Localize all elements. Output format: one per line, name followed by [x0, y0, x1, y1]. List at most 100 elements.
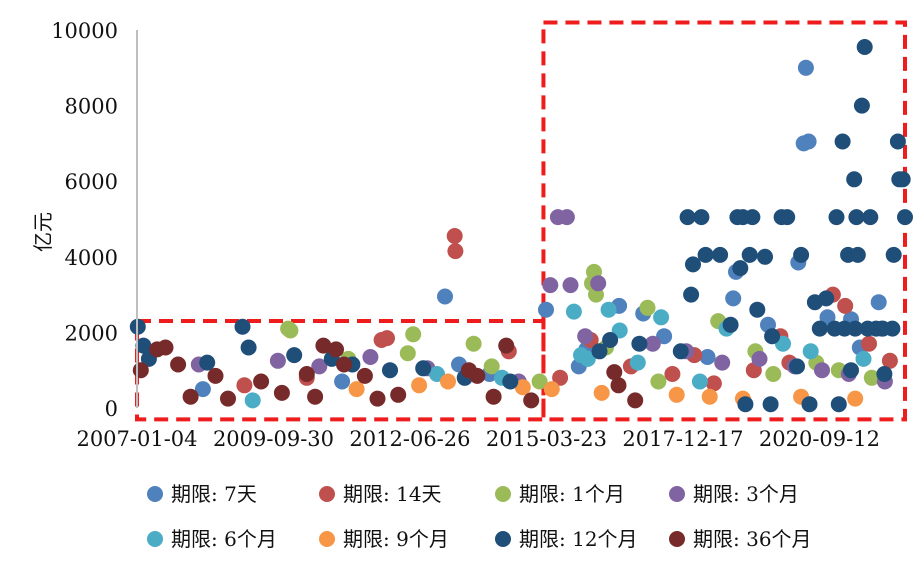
point-s8-6 — [170, 356, 187, 373]
point-s7-16 — [848, 209, 865, 226]
point-s3-18 — [765, 366, 782, 382]
point-s3-15 — [531, 373, 548, 390]
legend-label-5: 期限: 6个月 — [171, 527, 277, 551]
point-s7-33 — [818, 290, 835, 307]
x-tick-label: 2020-09-12 — [759, 427, 880, 451]
point-s8-5 — [132, 362, 149, 379]
point-s3-4 — [399, 345, 416, 362]
point-s7-3 — [834, 133, 851, 150]
point-s1-6 — [538, 301, 554, 318]
point-s4-4 — [562, 277, 579, 294]
point-s1-21 — [194, 381, 211, 398]
legend-label-6: 期限: 9个月 — [343, 527, 449, 551]
point-s2-7 — [705, 375, 722, 392]
point-s6-1 — [411, 377, 428, 394]
point-s1-4 — [795, 135, 812, 152]
point-s2-17 — [236, 377, 253, 394]
point-s7-40 — [847, 320, 864, 337]
point-s7-31 — [683, 286, 700, 303]
point-s8-7 — [207, 367, 224, 384]
point-s7-35 — [672, 343, 689, 360]
point-s7-18 — [897, 209, 913, 226]
point-s7-27 — [685, 256, 701, 273]
point-s8-10 — [336, 356, 352, 373]
point-s8-3 — [315, 337, 332, 354]
legend-label-3: 期限: 1个月 — [519, 482, 625, 506]
point-s8-12 — [182, 388, 199, 405]
point-s5-1 — [565, 303, 582, 320]
point-s4-13 — [269, 352, 286, 369]
point-s7-19 — [697, 246, 714, 263]
point-s8-11 — [356, 367, 373, 384]
point-s7-60 — [382, 362, 398, 379]
point-s4-8 — [751, 350, 768, 367]
y-axis-label: 亿元 — [31, 212, 55, 252]
point-s8-20 — [485, 388, 502, 405]
point-s7-26 — [885, 246, 902, 263]
point-s5-4 — [653, 309, 670, 326]
point-s7-1 — [856, 39, 873, 55]
point-s7-28 — [732, 260, 749, 277]
legend-marker-2 — [319, 486, 335, 502]
point-s7-64 — [602, 332, 619, 348]
x-tick-label: 2012-06-26 — [349, 427, 470, 451]
point-s2-13 — [837, 297, 854, 314]
point-s6-6 — [668, 386, 685, 403]
point-s4-19 — [714, 354, 731, 371]
point-s2-11 — [861, 335, 877, 352]
y-tick-label: 4000 — [65, 246, 118, 270]
point-s5-10 — [802, 343, 819, 360]
point-s6-5 — [593, 384, 610, 401]
point-s7-8 — [679, 209, 696, 226]
point-s8-14 — [273, 384, 290, 401]
point-s2-12 — [881, 352, 898, 369]
point-s7-34 — [722, 316, 739, 333]
point-s7-66 — [591, 343, 608, 360]
point-s7-2 — [853, 97, 870, 114]
point-s4-5 — [590, 275, 607, 292]
point-s4-14 — [311, 358, 328, 375]
point-s7-48 — [762, 396, 779, 413]
x-tick-label: 2009-09-30 — [213, 427, 334, 451]
point-s6-11 — [348, 381, 365, 398]
point-s7-7 — [894, 171, 911, 188]
point-s7-14 — [779, 209, 796, 226]
point-s6-3 — [514, 379, 531, 396]
point-s2-14 — [664, 366, 681, 382]
point-s5-2 — [600, 301, 617, 318]
point-s7-5 — [846, 171, 863, 188]
point-s3-9 — [639, 299, 656, 316]
point-s3-17 — [650, 373, 667, 390]
legend-label-8: 期限: 36个月 — [693, 527, 812, 551]
point-s6-2 — [440, 373, 456, 390]
point-s7-63 — [502, 373, 519, 390]
point-s6-7 — [701, 388, 718, 405]
legend-label-4: 期限: 3个月 — [693, 482, 799, 506]
point-s8-2 — [157, 339, 174, 356]
point-s3-5 — [465, 335, 482, 352]
highlight-box-1 — [135, 319, 546, 422]
point-s7-45 — [843, 362, 859, 379]
point-s8-15 — [307, 388, 324, 405]
x-tick-label: 2015-03-23 — [486, 427, 607, 451]
point-s8-24 — [610, 377, 627, 394]
point-s8-19 — [469, 367, 486, 384]
point-s4-3 — [542, 277, 559, 294]
point-s8-25 — [627, 392, 644, 409]
point-s7-49 — [801, 396, 818, 413]
point-s2-1 — [446, 228, 463, 244]
point-s7-50 — [830, 396, 847, 413]
point-s7-37 — [811, 320, 828, 337]
point-s1-24 — [725, 290, 742, 307]
point-s4-15 — [362, 349, 379, 365]
point-s3-19 — [863, 369, 880, 386]
y-tick-label: 0 — [105, 397, 118, 421]
point-s8-4 — [328, 341, 344, 358]
point-s5-11 — [855, 350, 872, 367]
point-s5-8 — [573, 347, 589, 364]
legend-marker-5 — [147, 531, 163, 547]
point-s1-2 — [797, 59, 814, 76]
point-s7-61 — [415, 360, 432, 377]
point-s7-23 — [793, 246, 810, 263]
point-s1-1 — [437, 288, 453, 305]
